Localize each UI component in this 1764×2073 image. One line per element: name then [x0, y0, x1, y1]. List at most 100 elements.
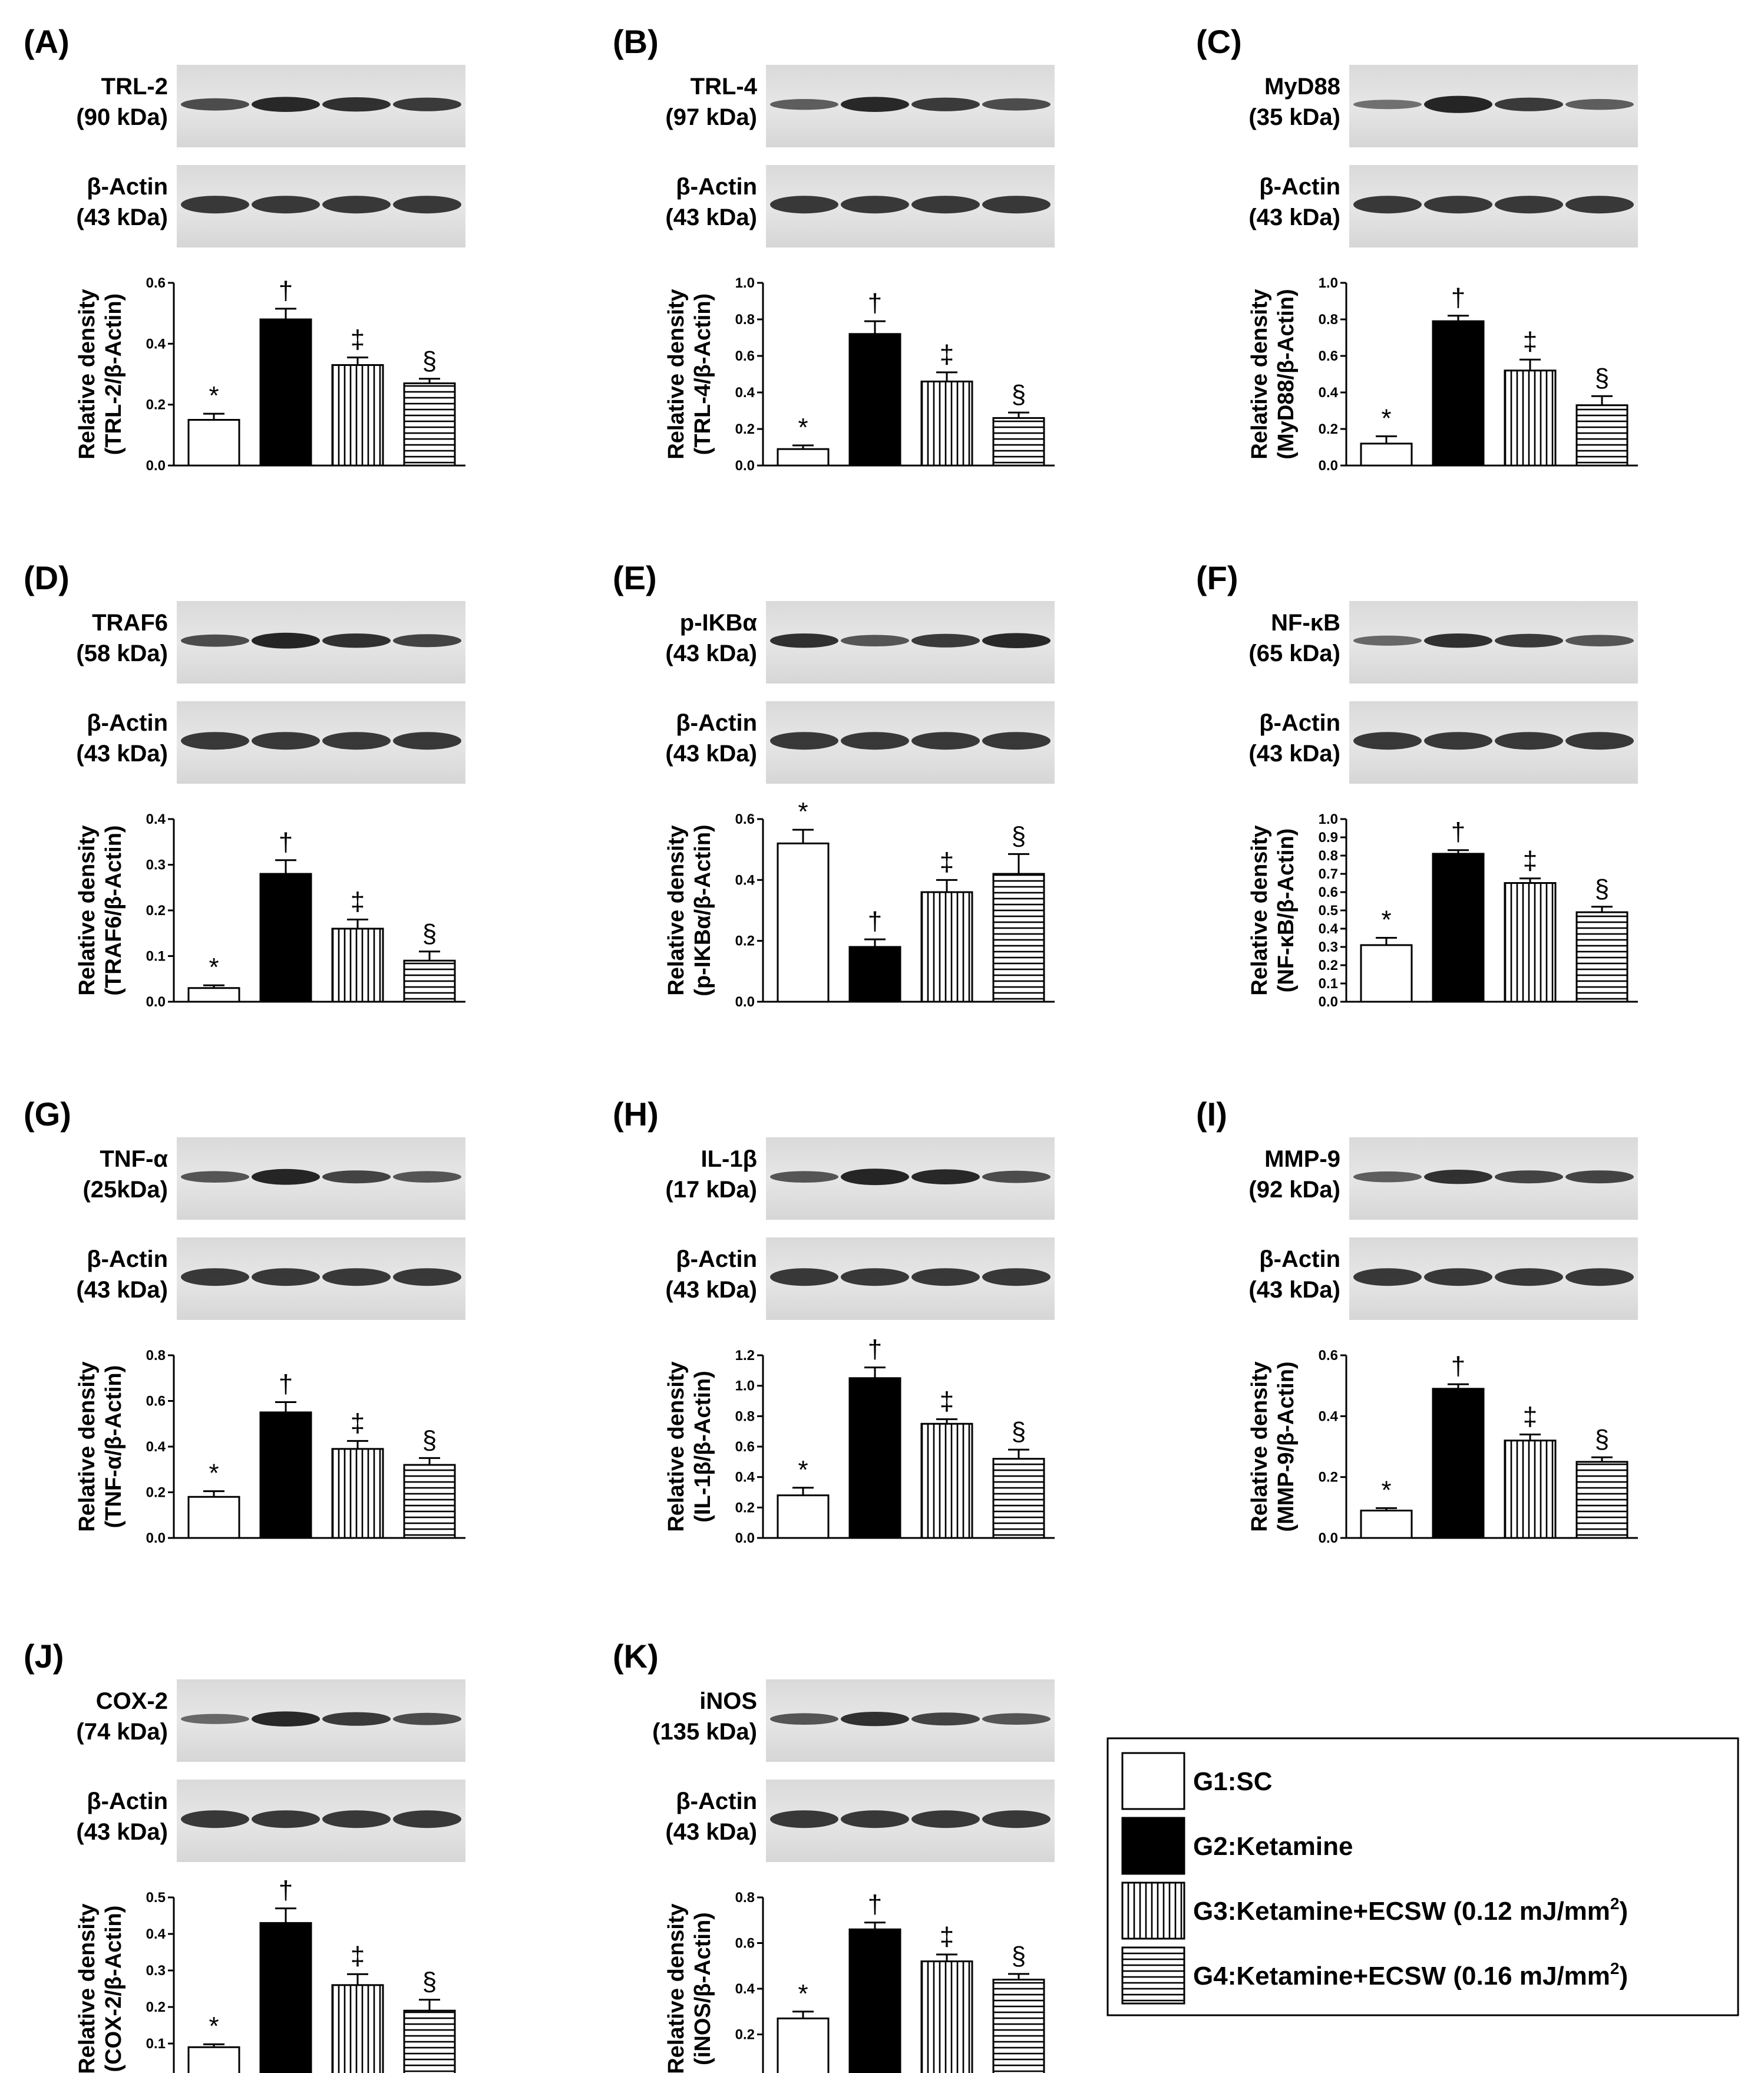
blot-band [181, 732, 249, 750]
bar-4 [403, 959, 456, 1003]
significance-mark: § [1595, 1425, 1609, 1454]
control-name: β-Actin [1259, 1246, 1340, 1272]
protein-name: TNF-α [100, 1146, 168, 1172]
control-name: β-Actin [676, 1788, 757, 1814]
blot-band [322, 97, 391, 112]
bar-4 [403, 2009, 456, 2073]
panel-d: (D) TRAF6 (58 kDa) β-Actin (43 kDa) 0.0 0.1 0.2… [24, 559, 465, 1010]
significance-mark: § [422, 1425, 437, 1454]
bar-4 [1575, 404, 1628, 467]
error-bar [419, 378, 440, 384]
bar-2 [1432, 320, 1485, 467]
y-tick-label: 0.4 [735, 1470, 755, 1486]
blot-band [322, 196, 391, 214]
y-tick-label: 0.2 [1319, 421, 1338, 437]
significance-mark: † [279, 276, 293, 305]
y-tick-label: 0.2 [735, 1500, 755, 1516]
control-kda: (43 kDa) [76, 741, 168, 767]
error-bar [1519, 358, 1541, 371]
bar-3 [331, 927, 384, 1003]
y-tick-label: 0.6 [735, 348, 755, 364]
y-tick-label: 1.0 [735, 1378, 755, 1394]
actin-blot [1349, 165, 1638, 247]
y-axis-label: (p-IKBα/β-Actin) [691, 824, 715, 996]
blot-band [1424, 732, 1492, 750]
y-tick-label: 0.0 [146, 994, 166, 1010]
panel-b: (B) TRL-4 (97 kDa) β-Actin (43 kDa) 0.0 0.2 0.4… [613, 23, 1055, 474]
y-axis-label: (TRL-4/β-Actin) [691, 293, 715, 455]
panel-c: (C) MyD88 (35 kDa) β-Actin (43 kDa) 0.0 0.2 0.4… [1196, 23, 1638, 474]
significance-mark: † [279, 1369, 293, 1398]
significance-mark: * [798, 797, 808, 826]
y-axis-label: Relative density [1247, 289, 1272, 459]
error-bar [1591, 1456, 1613, 1462]
bar-3 [920, 380, 973, 467]
error-bar [864, 938, 886, 947]
y-tick-label: 1.0 [1319, 811, 1338, 827]
error-bar [1448, 849, 1469, 854]
panel-f: (F) NF-κB (65 kDa) β-Actin (43 kDa) 0.0 0.1 0.2… [1196, 559, 1638, 1010]
error-bar [347, 1440, 368, 1449]
panel-label: (G) [24, 1095, 71, 1133]
y-tick-label: 0.7 [1319, 866, 1338, 882]
actin-blot [177, 1237, 465, 1320]
significance-mark: ‡ [351, 887, 365, 916]
legend-swatch [1121, 1752, 1185, 1810]
blot-band [770, 99, 838, 110]
blot-band [911, 1712, 980, 1726]
actin-blot [177, 165, 465, 247]
protein-kda: (135 kDa) [652, 1719, 757, 1745]
blot-band [1495, 1170, 1563, 1184]
y-tick-label: 0.2 [146, 1999, 166, 2015]
blot-band [841, 196, 909, 214]
control-kda: (43 kDa) [76, 204, 168, 230]
y-tick-label: 0.4 [146, 1926, 166, 1942]
actin-blot [766, 1237, 1055, 1320]
error-bar [275, 859, 296, 874]
error-bar [1376, 937, 1397, 945]
y-tick-label: 0.6 [146, 1394, 166, 1409]
protein-blot [766, 65, 1055, 147]
y-axis-label: Relative density [75, 289, 100, 459]
y-tick-label: 0.8 [735, 1890, 755, 1906]
error-bar [275, 1401, 296, 1412]
y-tick-label: 0.4 [1319, 385, 1339, 401]
y-tick-label: 0.0 [735, 458, 755, 474]
error-bar [1591, 395, 1613, 405]
blot-band [252, 732, 320, 750]
blot-band [393, 1810, 461, 1828]
protein-name: COX-2 [96, 1688, 168, 1714]
y-tick-label: 0.0 [1319, 994, 1338, 1010]
panel-label: (C) [1196, 23, 1242, 60]
protein-kda: (90 kDa) [76, 104, 168, 130]
significance-mark: † [1451, 283, 1465, 312]
blot-band [252, 97, 320, 112]
bar-3 [920, 891, 973, 1003]
y-tick-label: 0.4 [1319, 921, 1339, 937]
bar-2 [848, 946, 901, 1003]
protein-name: TRAF6 [92, 610, 168, 636]
y-tick-label: 0.6 [735, 1936, 755, 1952]
error-bar [1448, 1383, 1469, 1389]
protein-blot [1349, 601, 1638, 684]
significance-mark: § [1012, 380, 1026, 409]
significance-mark: § [422, 1968, 437, 1996]
y-axis-label: (TRAF6/β-Actin) [101, 825, 126, 995]
error-bar [936, 371, 957, 382]
blot-band [1565, 196, 1634, 214]
blot-band [1565, 99, 1634, 110]
legend-item: G2:Ketamine [1121, 1817, 1353, 1875]
blot-band [841, 1810, 909, 1828]
blot-band [982, 1713, 1051, 1725]
blot-band [322, 633, 391, 648]
error-bar [347, 919, 368, 929]
bar-3 [1504, 369, 1557, 467]
significance-mark: * [798, 1979, 808, 2008]
blot-band [841, 635, 909, 646]
significance-mark: § [1595, 874, 1609, 903]
significance-mark: * [209, 2012, 219, 2041]
bar-1 [777, 448, 830, 467]
protein-blot [1349, 65, 1638, 147]
blot-band [252, 1268, 320, 1286]
y-tick-label: 0.1 [146, 2036, 166, 2052]
